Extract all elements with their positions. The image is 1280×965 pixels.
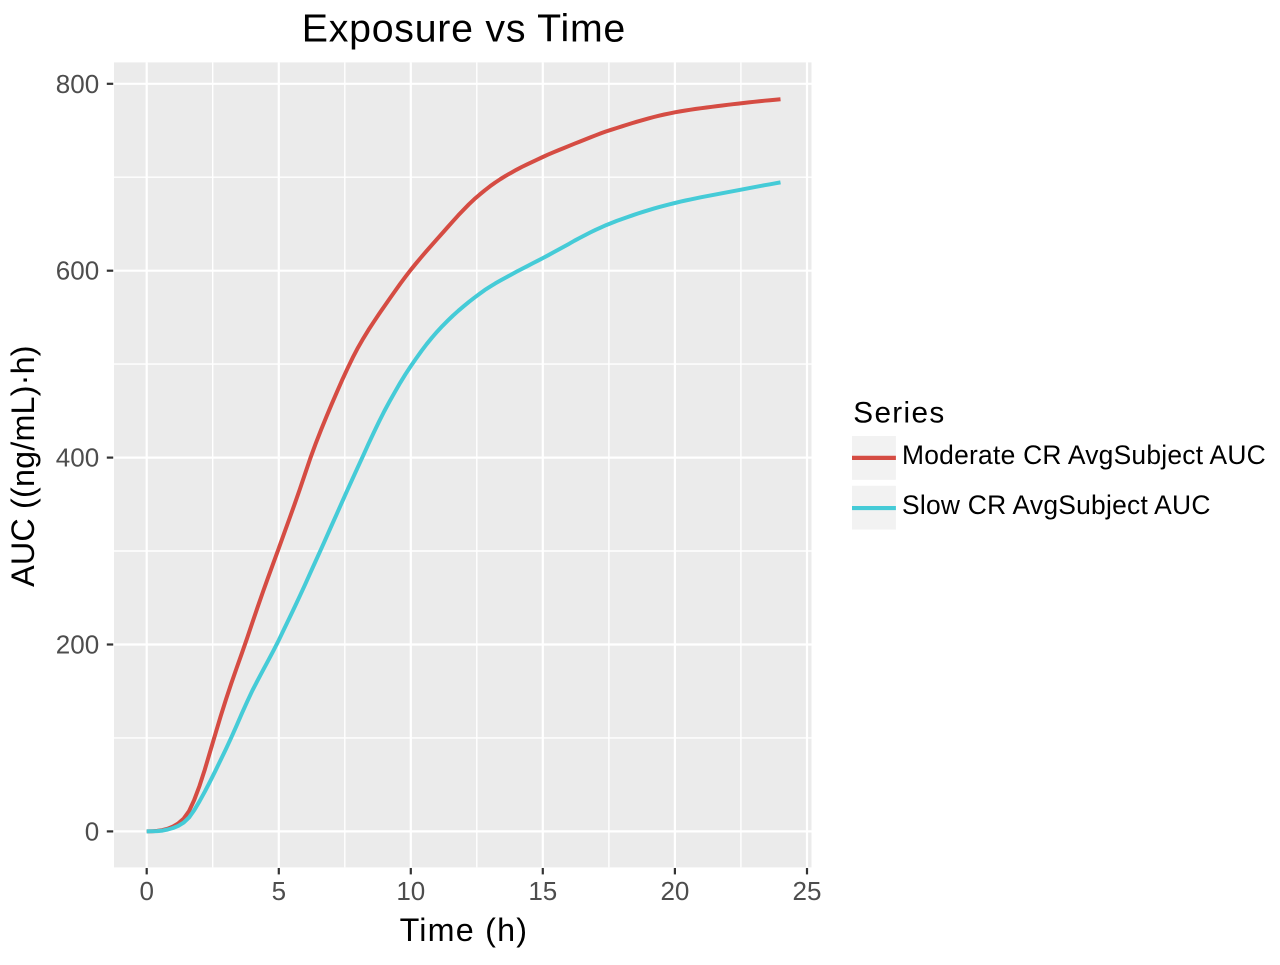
svg-text:10: 10 — [396, 876, 425, 906]
svg-text:20: 20 — [660, 876, 689, 906]
svg-text:800: 800 — [56, 69, 99, 99]
svg-text:Moderate CR AvgSubject AUC: Moderate CR AvgSubject AUC — [902, 440, 1266, 470]
svg-text:200: 200 — [56, 630, 99, 660]
svg-text:15: 15 — [528, 876, 557, 906]
svg-text:Exposure vs Time: Exposure vs Time — [302, 7, 626, 51]
svg-text:Series: Series — [853, 397, 945, 430]
svg-text:400: 400 — [56, 443, 99, 473]
svg-text:Time (h): Time (h) — [400, 912, 529, 948]
svg-text:0: 0 — [139, 876, 153, 906]
svg-text:600: 600 — [56, 256, 99, 286]
svg-text:0: 0 — [85, 816, 99, 846]
svg-text:25: 25 — [793, 876, 822, 906]
svg-text:AUC ((ng/mL)·h): AUC ((ng/mL)·h) — [5, 345, 41, 587]
svg-text:5: 5 — [272, 876, 286, 906]
svg-text:Slow CR AvgSubject AUC: Slow CR AvgSubject AUC — [902, 490, 1211, 520]
